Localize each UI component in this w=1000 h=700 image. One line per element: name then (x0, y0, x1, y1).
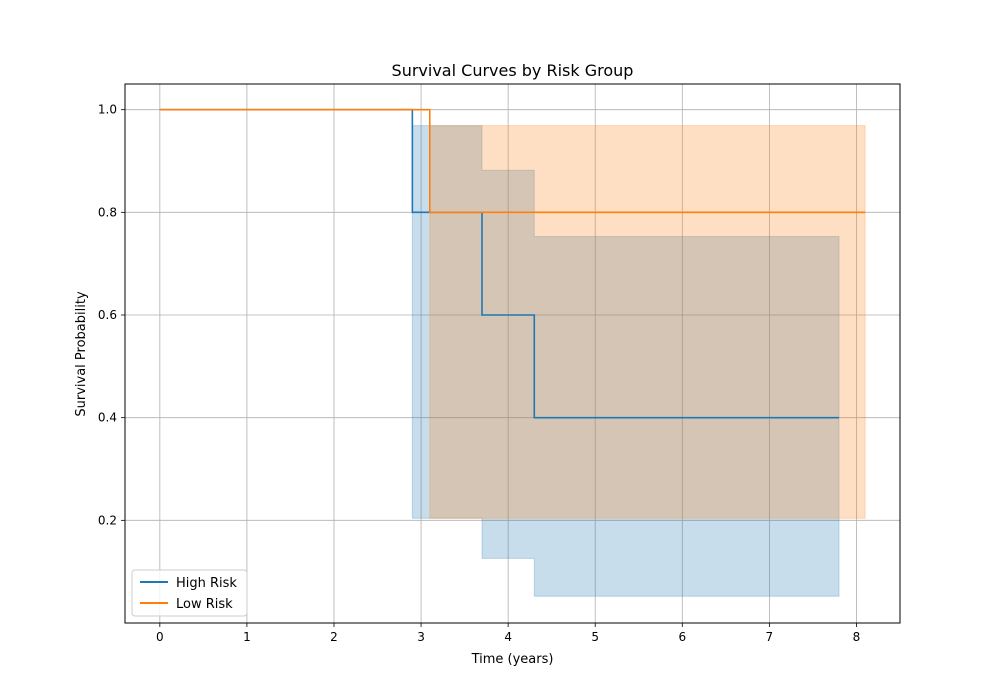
x-tick-label: 1 (243, 630, 251, 644)
y-tick-label: 0.8 (98, 205, 117, 219)
tick-layer: 0 1 2 3 4 5 6 7 8 0.2 0.4 0.6 0.8 1.0 (98, 103, 860, 644)
survival-line-low-risk (159, 108, 866, 214)
y-tick-label: 0.4 (98, 411, 117, 425)
series-line-layer (159, 108, 866, 419)
y-tick-label: 0.2 (98, 513, 117, 527)
plot-frame (124, 83, 901, 624)
y-axis-label: Survival Probability (74, 291, 89, 417)
confidence-band-high-risk (159, 109, 840, 597)
x-tick-label: 4 (504, 630, 512, 644)
legend: High Risk Low Risk (131, 569, 248, 617)
x-tick-label: 0 (156, 630, 164, 644)
legend-label-high-risk: High Risk (176, 576, 237, 591)
x-tick-label: 8 (853, 630, 861, 644)
legend-label-low-risk: Low Risk (176, 597, 233, 612)
chart-title: Survival Curves by Risk Group (392, 61, 634, 80)
x-tick-label: 6 (678, 630, 686, 644)
x-tick-label: 2 (330, 630, 338, 644)
x-tick-label: 5 (591, 630, 599, 644)
y-tick-label: 0.6 (98, 308, 117, 322)
x-tick-label: 7 (766, 630, 774, 644)
x-axis-label: Time (years) (471, 652, 554, 667)
y-tick-label: 1.0 (98, 103, 117, 117)
survival-line-high-risk (159, 108, 840, 419)
x-tick-label: 3 (417, 630, 425, 644)
